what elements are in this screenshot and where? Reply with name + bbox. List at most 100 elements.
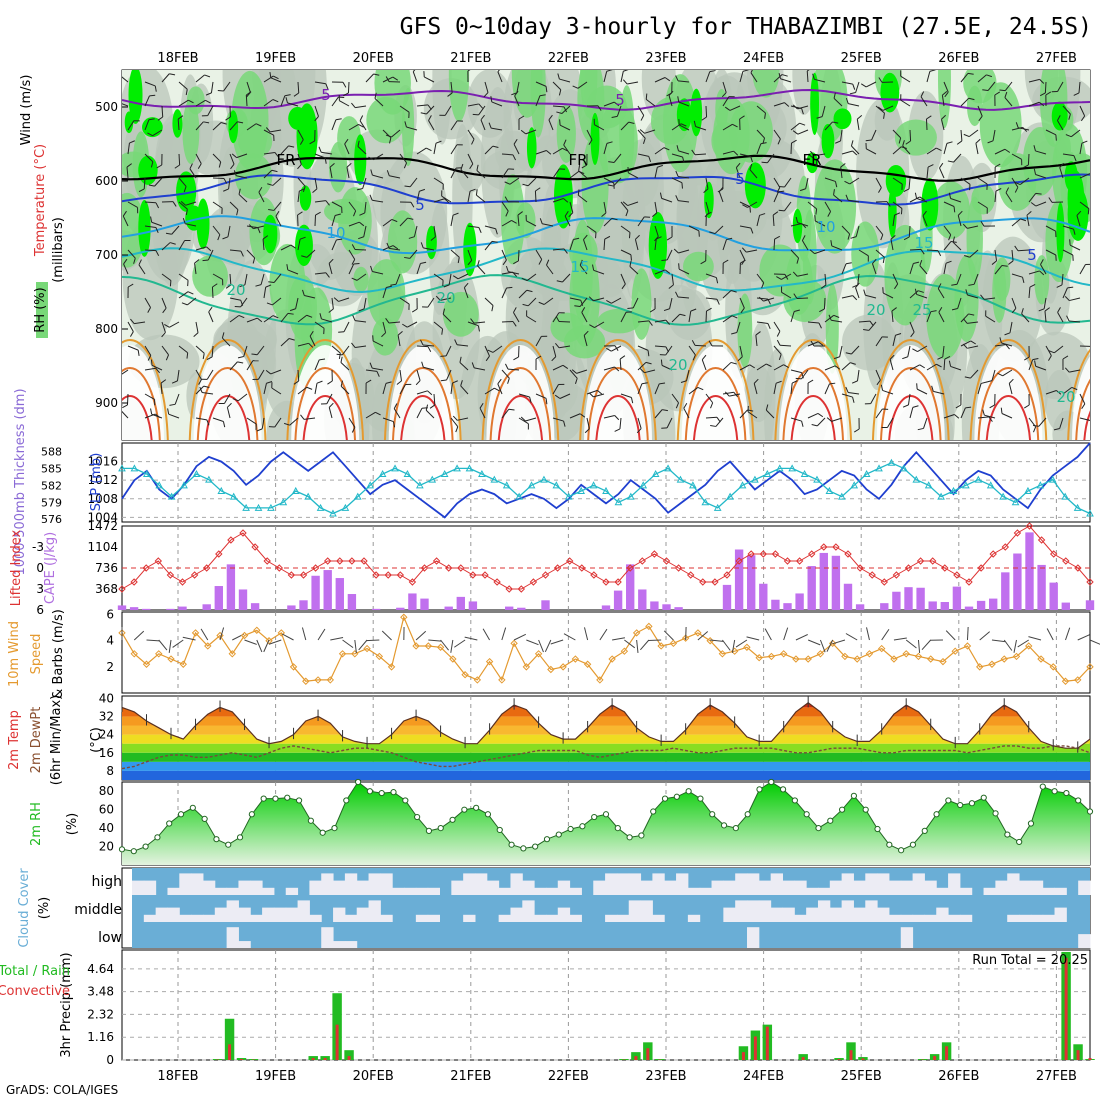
wind-barb-staff [178, 201, 188, 210]
contour-label: 5 [415, 196, 425, 214]
cloud-bar-low [226, 927, 239, 948]
wind-barb-flag [668, 90, 674, 96]
cape-bar [238, 589, 248, 610]
wind-barb-flag [1081, 140, 1088, 144]
cape-bar [468, 601, 478, 610]
cape-bar [831, 555, 841, 610]
wind-barb [1062, 225, 1076, 235]
wind-barb [518, 289, 533, 299]
date-label-top: 18FEB [157, 51, 198, 66]
cape-bar [117, 605, 127, 610]
wind-speed-point [228, 650, 236, 658]
wind-barb-staff [127, 321, 134, 332]
wind-barb [433, 273, 444, 287]
wind-barb [428, 639, 442, 642]
wind-barb [263, 151, 279, 158]
wind-barb-flag [487, 349, 494, 353]
wind-barb-flag [844, 180, 850, 185]
rh-point [579, 823, 586, 830]
wind-barb-staff [848, 199, 860, 203]
wind-barb [382, 245, 399, 251]
wind-barb-flag [265, 369, 272, 375]
wind-barb-flag [469, 163, 474, 170]
wind-barb-staff [569, 170, 580, 179]
wind-barb-flag [273, 135, 275, 142]
wind-barb-flag [255, 123, 262, 127]
wind-barb [340, 380, 350, 395]
wind-barb-staff [678, 175, 690, 179]
cloud-bar-middle [782, 907, 795, 922]
wind-barb-flag [701, 116, 707, 121]
cloud-bar-high [640, 880, 653, 895]
wind-speed-point [632, 629, 641, 637]
wind-barb [1040, 259, 1047, 275]
wind-barb-staff [552, 81, 562, 91]
wind-barb-flag [579, 259, 583, 266]
wind-barb-flag [901, 184, 903, 190]
wind-barb [1079, 417, 1090, 422]
wind-barb-flag [750, 227, 754, 234]
wind-barb-flag [1091, 346, 1094, 351]
wind-barb [144, 153, 154, 168]
wind-barb [370, 169, 384, 179]
wind-barb-flag [252, 378, 259, 380]
wind-barb-staff [939, 167, 945, 179]
cloud-bar-high [853, 880, 866, 895]
wind-barb-flag [1033, 145, 1036, 152]
wind-barb-flag [203, 385, 210, 389]
rh-shading [328, 141, 348, 193]
wind-barb-flag [939, 162, 944, 169]
cloud-bar-high [794, 880, 807, 895]
rh-point [933, 811, 940, 818]
wind-barb-staff [450, 215, 454, 227]
contour-label: 20 [866, 301, 885, 319]
wind-barb-flag [494, 387, 500, 392]
wind-barb-staff [678, 101, 690, 107]
wind-barb-flag [698, 230, 700, 237]
wind-barb-flag [815, 160, 818, 167]
wind-barb-staff [957, 215, 962, 227]
wind-barb-staff [552, 364, 564, 371]
wind-barb [189, 163, 197, 179]
rh-point [390, 789, 397, 796]
wind-barb-flag [240, 250, 244, 257]
wind-barb [133, 630, 145, 641]
wind-barb-staff [953, 153, 962, 163]
wind-barb-flag [507, 378, 510, 384]
wind-barb-flag [593, 118, 595, 125]
wind-barb-flag [546, 150, 552, 155]
date-label-top: 26FEB [938, 51, 979, 66]
wind-barb-staff [620, 71, 624, 83]
wind-barb-staff [747, 201, 758, 208]
wind-barb [1011, 153, 1023, 166]
wind-barb-staff [840, 129, 843, 141]
wind-barb-flag [273, 75, 279, 80]
wind-barb-staff [467, 129, 475, 140]
lifted-index-point [674, 564, 683, 572]
wind-speed-point [204, 642, 212, 650]
rh-point [532, 843, 539, 850]
wind-barb [588, 392, 605, 398]
wind-barb-staff [507, 368, 520, 371]
cape-bar [505, 606, 514, 610]
wind-barb [1064, 367, 1081, 373]
wind-barb-staff [586, 417, 590, 429]
wind-barb-flag [1030, 202, 1037, 207]
wind-barb [569, 369, 578, 384]
wind-barb-staff [484, 81, 489, 93]
wind-barb-flag [165, 232, 172, 235]
wind-barb-flag [522, 303, 529, 307]
wind-barb [144, 345, 152, 361]
wind-barb [835, 129, 843, 144]
wind-barb [267, 177, 282, 186]
wind-barb-staff [444, 105, 452, 116]
wind-barb [390, 273, 401, 286]
wind-barb-staff [409, 177, 418, 188]
wind-barb [606, 345, 622, 352]
rh-shading [500, 174, 525, 265]
temperature-contour [579, 339, 657, 440]
wind-barb-flag [606, 141, 613, 144]
wind-barb-flag [1034, 360, 1037, 367]
contour-label: 5 [615, 91, 625, 109]
